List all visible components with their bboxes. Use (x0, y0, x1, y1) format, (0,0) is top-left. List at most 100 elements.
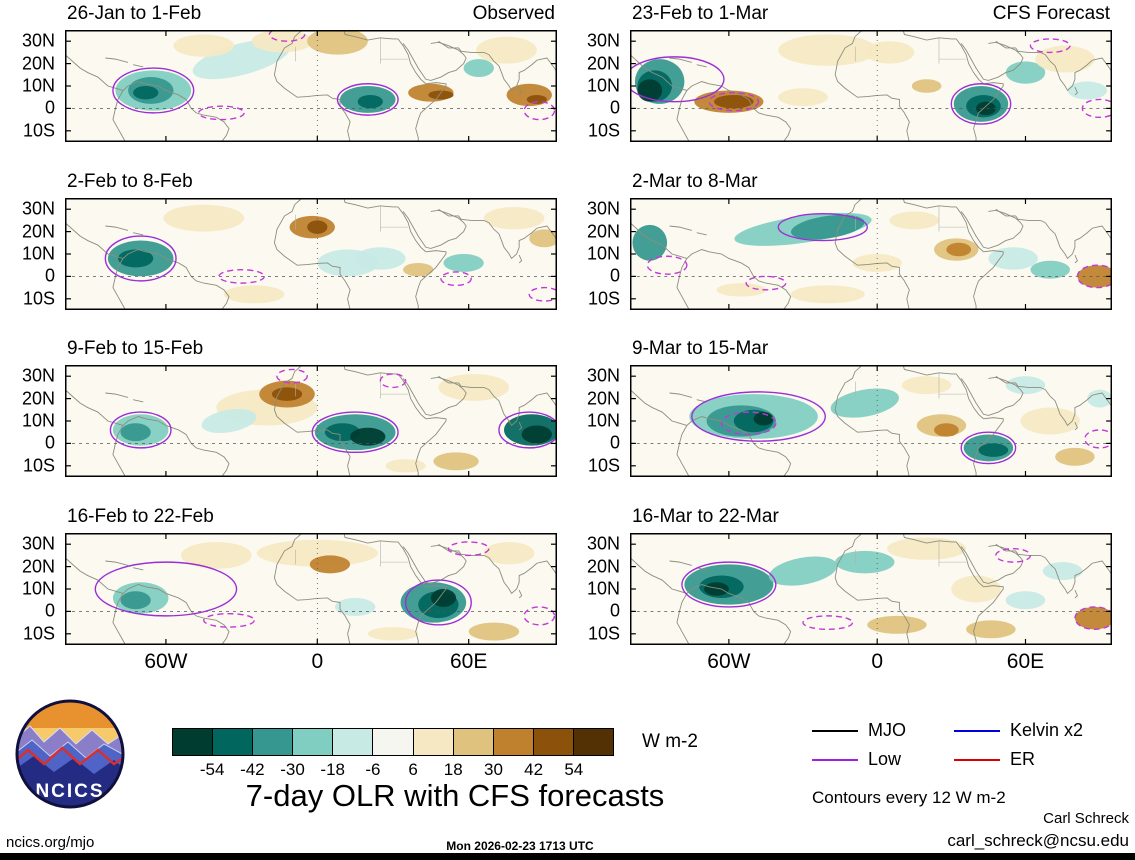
y-tick-label: 20N (586, 388, 620, 409)
y-tick-label: 20N (21, 221, 55, 242)
timestamp: Mon 2026-02-23 1713 UTC (446, 839, 594, 853)
colorbar-tick-label: -30 (280, 760, 305, 779)
y-tick-label: 0 (44, 600, 55, 621)
x-tick-label: 0 (871, 650, 884, 673)
map-panel-obs-2: 2-Feb to 8-Feb 30N 20N 10N 0 10S (22, 171, 557, 310)
y-axis-labels: 30N 20N 10N 0 10S (1, 198, 59, 310)
y-axis-labels: 30N 20N 10N 0 10S (1, 365, 59, 477)
legend-label: Low (868, 749, 902, 769)
colorbar-tick-label: 6 (408, 760, 418, 779)
x-tick-label: 60W (144, 650, 188, 673)
legend-line-sample (812, 758, 858, 761)
colorbar-tick-label: 42 (524, 760, 544, 779)
map-panel-fcst-3: 9-Mar to 15-Mar 30N 20N 10N 0 10S (587, 338, 1112, 477)
legend-item-er: ER (954, 749, 1083, 770)
ncics-logo: NCICS (15, 699, 125, 809)
y-tick-label: 0 (44, 432, 55, 453)
legend-item-kelvin-x2: Kelvin x2 (954, 720, 1083, 741)
y-tick-label: 30N (21, 30, 55, 51)
legend-line-sample (954, 758, 1000, 761)
legend-label: MJO (868, 720, 906, 740)
x-tick-label: 60E (450, 650, 488, 673)
x-tick-label: 60E (1006, 650, 1045, 673)
y-tick-label: 20N (586, 53, 620, 74)
olr-map (65, 30, 557, 142)
y-axis-labels: 30N 20N 10N 0 10S (566, 30, 624, 142)
olr-map (65, 198, 557, 310)
colorbar-segment (533, 729, 574, 755)
map-panel-obs-3: 9-Feb to 15-Feb 30N 20N 10N 0 10S (22, 338, 557, 477)
y-tick-label: 0 (609, 432, 620, 453)
colorbar-segment (413, 729, 454, 755)
column-label-forecast: CFS Forecast (992, 3, 1110, 24)
y-tick-label: 10N (586, 243, 620, 264)
colorbar-segment (213, 729, 254, 755)
y-tick-label: 0 (609, 97, 620, 118)
colorbar-segment (333, 729, 374, 755)
panel-title: 9-Feb to 15-Feb (67, 338, 204, 359)
colorbar-segment (493, 729, 534, 755)
colorbar-tick-label: 18 (443, 760, 463, 779)
colorbar-tick-label: -6 (365, 760, 381, 779)
panel-title: 2-Mar to 8-Mar (632, 171, 758, 192)
olr-map (630, 533, 1112, 645)
y-tick-label: 0 (44, 97, 55, 118)
map-panel-obs-4: 16-Feb to 22-Feb 30N 20N 10N 0 10S (22, 506, 557, 645)
y-tick-label: 10N (586, 410, 620, 431)
y-tick-label: 10N (586, 578, 620, 599)
x-axis-labels-right: 60W 0 60E (630, 650, 1112, 678)
logo-red-line (18, 746, 122, 766)
y-tick-label: 30N (586, 30, 620, 51)
x-tick-label: 0 (311, 650, 324, 673)
y-tick-label: 10S (587, 455, 620, 476)
y-tick-label: 10N (21, 410, 55, 431)
y-tick-label: 10S (22, 623, 55, 644)
y-tick-label: 20N (21, 53, 55, 74)
panel-title: 9-Mar to 15-Mar (632, 338, 769, 359)
olr-map (65, 365, 557, 477)
map-panel-obs-1: 26-Jan to 1-Feb Observed 30N 20N 10N 0 10S (22, 3, 557, 142)
y-tick-label: 10S (22, 455, 55, 476)
colorbar-segment (253, 729, 294, 755)
y-tick-label: 30N (586, 365, 620, 386)
colorbar-segment (293, 729, 334, 755)
colorbar-segment (373, 729, 414, 755)
colorbar-tick-label: 54 (564, 760, 584, 779)
panel-title: 26-Jan to 1-Feb (67, 3, 202, 24)
y-tick-label: 10S (22, 120, 55, 141)
y-tick-label: 10N (21, 578, 55, 599)
logo-text: NCICS (35, 781, 104, 802)
logo-art: NCICS (18, 702, 122, 806)
panel-title: 16-Mar to 22-Mar (632, 506, 779, 527)
y-tick-label: 0 (609, 265, 620, 286)
x-axis-labels-left: 60W 0 60E (65, 650, 557, 678)
y-tick-label: 0 (44, 265, 55, 286)
y-axis-labels: 30N 20N 10N 0 10S (566, 198, 624, 310)
x-tick-label: 60W (707, 650, 751, 673)
olr-map (630, 30, 1112, 142)
colorbar-segment (173, 729, 214, 755)
colorbar-ticks: -54 -42 -30 -18 -6 6 18 30 42 54 (172, 756, 614, 780)
y-tick-label: 20N (586, 221, 620, 242)
contour-interval-note: Contours every 12 W m-2 (812, 788, 1006, 807)
y-axis-labels: 30N 20N 10N 0 10S (566, 533, 624, 645)
colorbar-units: W m-2 (642, 731, 698, 752)
y-tick-label: 30N (21, 533, 55, 554)
contour-legend: MJO Low Kelvin x2 ER (812, 716, 1083, 774)
y-tick-label: 10N (586, 75, 620, 96)
y-tick-label: 30N (21, 365, 55, 386)
site-link: ncics.org/mjo (6, 834, 95, 851)
olr-map (65, 533, 557, 645)
credit-email: carl_schreck@ncsu.edu (947, 831, 1129, 850)
panel-title: 23-Feb to 1-Mar (632, 3, 769, 24)
y-tick-label: 10N (21, 75, 55, 96)
colorbar-tick-label: -18 (320, 760, 346, 779)
map-panel-fcst-1: 23-Feb to 1-Mar CFS Forecast 30N 20N 10N 0 1… (587, 3, 1112, 142)
colorbar-tick-label: -42 (240, 760, 265, 779)
colorbar-segment (573, 729, 614, 755)
y-tick-label: 30N (586, 533, 620, 554)
olr-map (630, 198, 1112, 310)
legend-line-sample (954, 729, 1000, 732)
y-tick-label: 10S (587, 120, 620, 141)
